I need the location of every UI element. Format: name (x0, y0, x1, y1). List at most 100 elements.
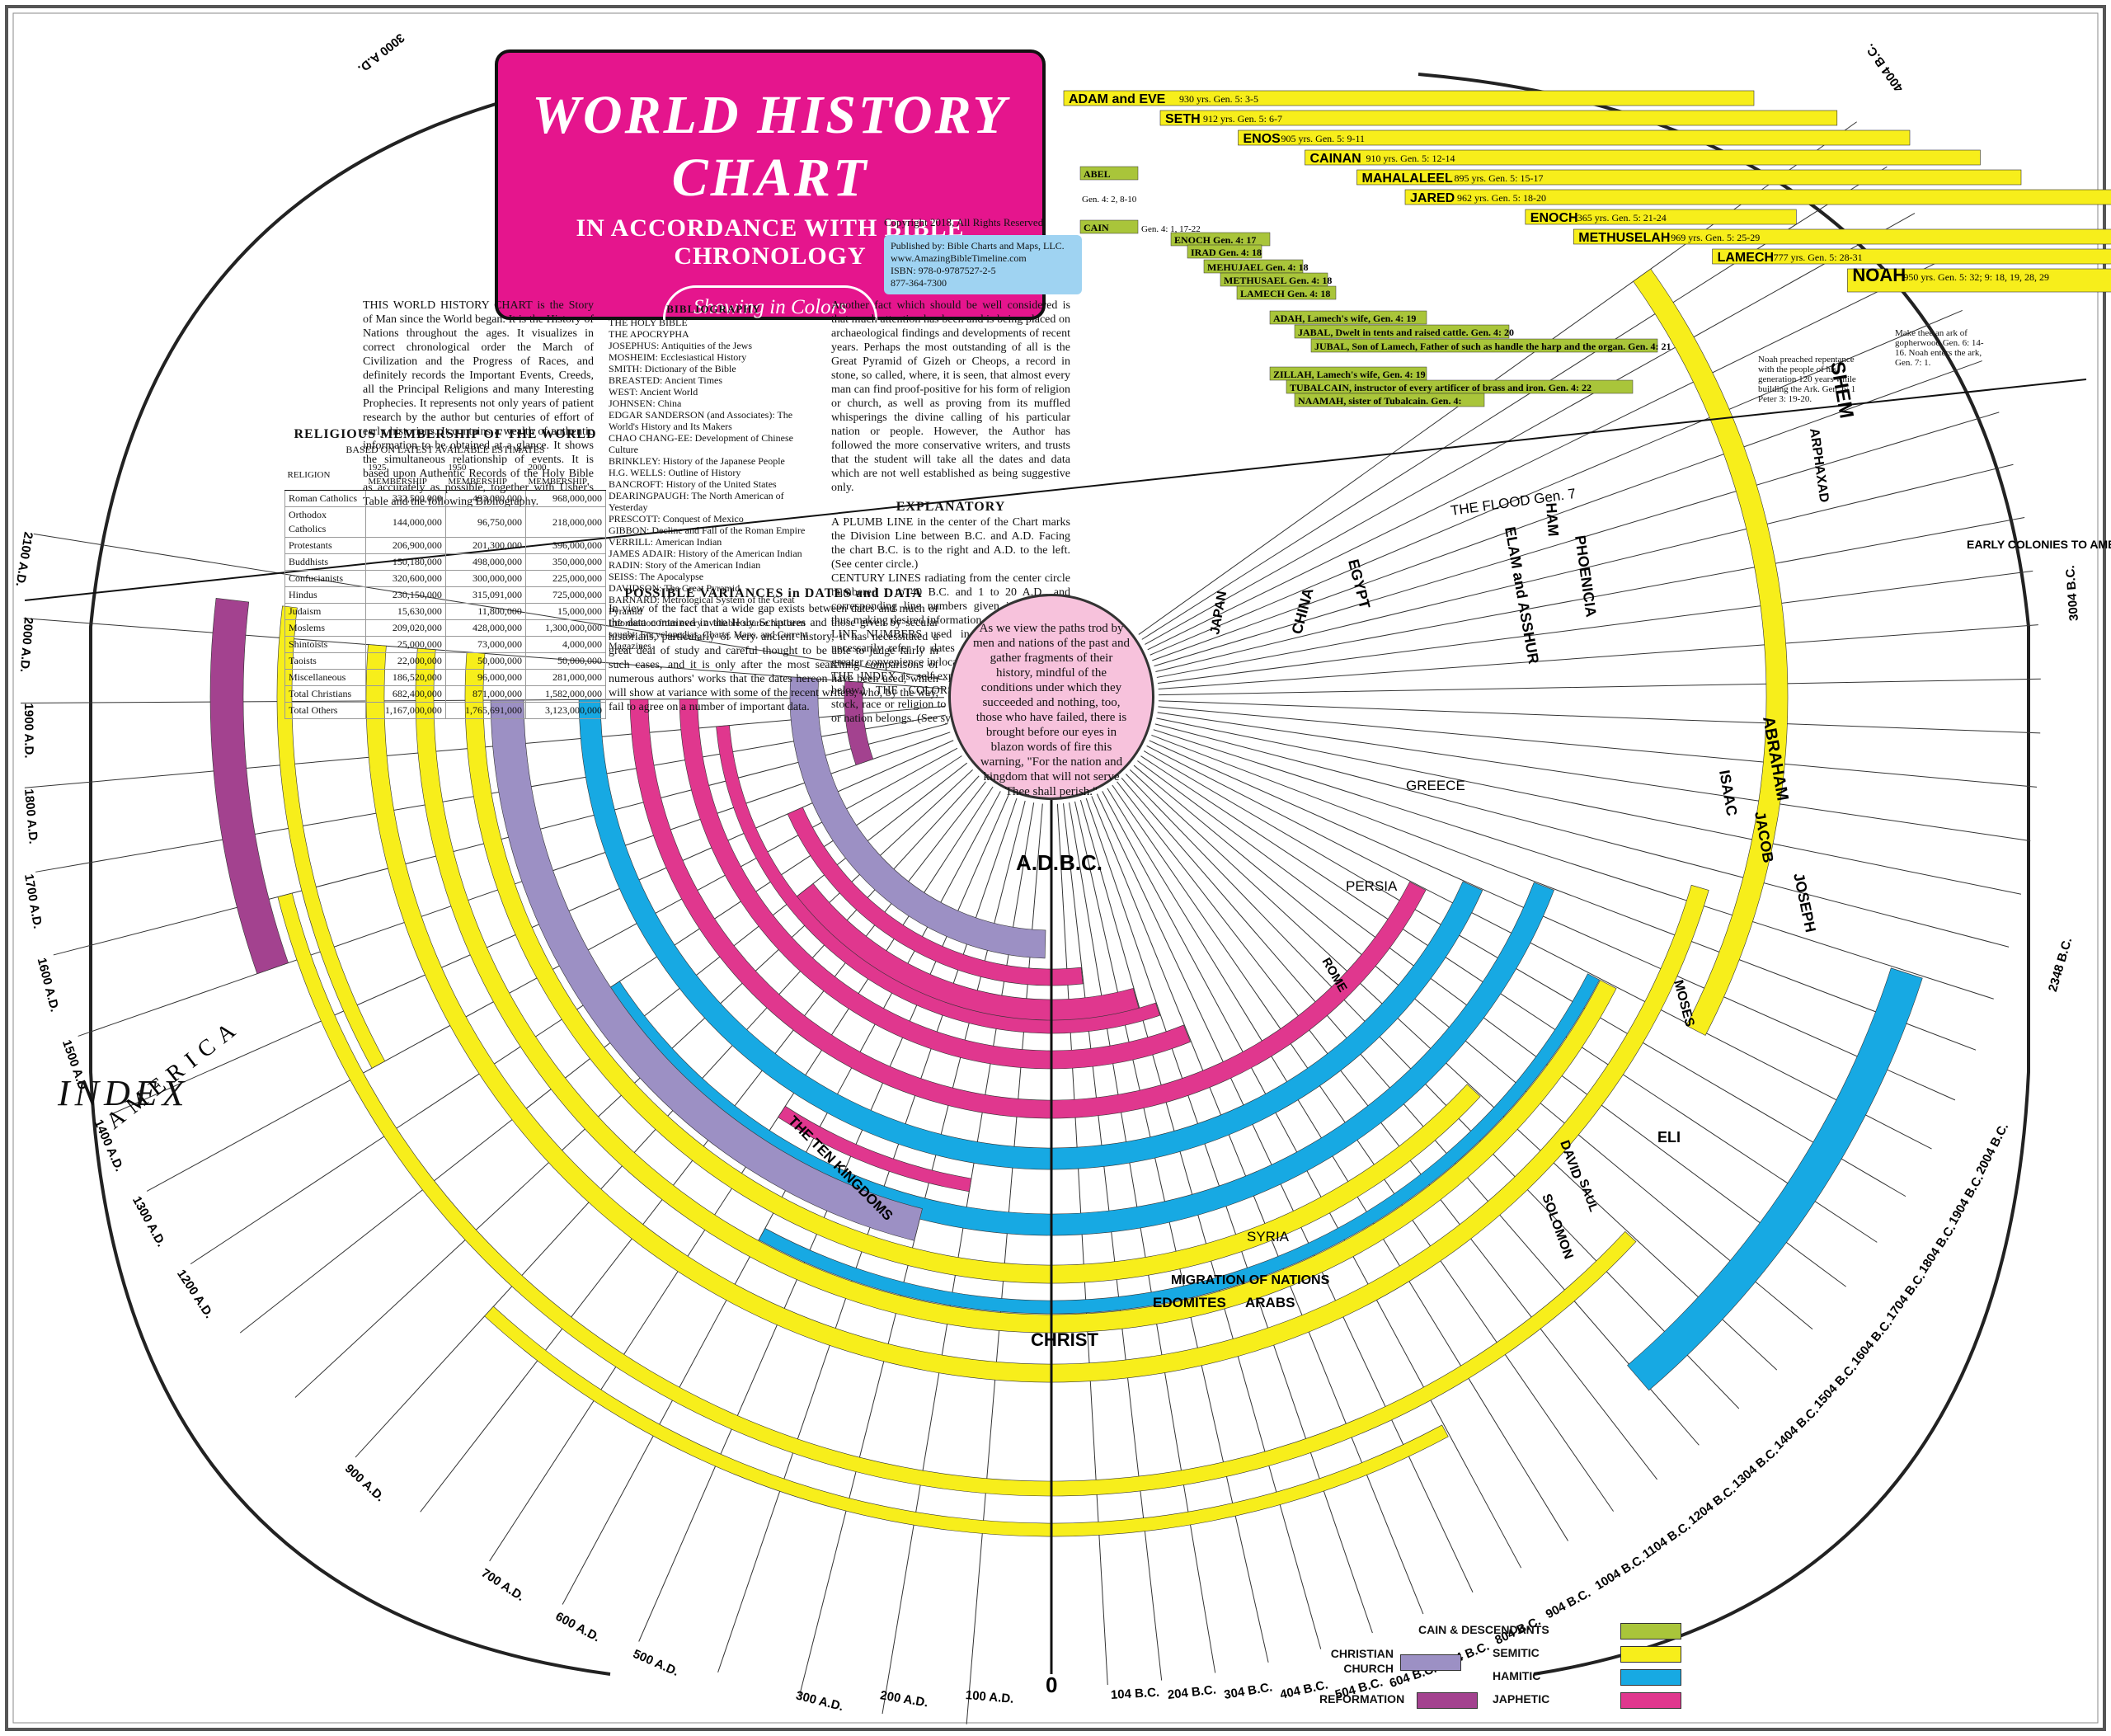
inner-border (12, 12, 2099, 1724)
explanatory-p1: A PLUMB LINE in the center of the Chart … (831, 516, 1070, 571)
legend-church-label: CHRISTIAN CHURCH (1330, 1647, 1394, 1675)
label-arabs: ARABS (1245, 1295, 1295, 1310)
index-heading: INDEX (58, 1073, 190, 1113)
table-cell: 968,000,000 (524, 490, 607, 507)
patriarch-name: SETH (1165, 112, 1201, 126)
label-elam: ELAM and ASSHUR (1502, 525, 1542, 665)
year-label-bc: 4004 B.C. (1863, 41, 1906, 95)
patriarch-name: ENOCH (1530, 211, 1578, 225)
table-cell: 230,150,000 (364, 586, 446, 604)
band-noah (1633, 268, 1789, 1036)
patriarch-bar (1238, 129, 1911, 146)
table-row: Moslems 209,020,000 428,000,000 1,300,000,0… (284, 619, 607, 637)
century-line-bc (1153, 729, 1994, 1000)
century-line-bc (1129, 769, 1778, 1371)
year-label-ad: 2000 A.D. (17, 617, 35, 673)
outer-border (5, 5, 2106, 1731)
table-cell: Total Others (284, 702, 366, 719)
century-line-bc (1112, 784, 1614, 1512)
legend-row-reformation: REFORMATION (1319, 1692, 1484, 1709)
band-japan (679, 699, 1191, 1070)
cain-bar-jabal (1294, 324, 1510, 339)
century-line-bc (1069, 802, 1216, 1673)
copyright-text: Copyright 2018, All Rights Reserved. (884, 216, 1046, 228)
patriarch-note: 895 yrs. Gen. 5: 15-17 (1455, 172, 1544, 184)
table-cell: 281,000,000 (524, 669, 607, 686)
band-reformation (844, 680, 874, 765)
cain-bar-lamech (1236, 285, 1337, 300)
cain-label-abel: ABEL (1084, 168, 1111, 180)
table-cell: 209,020,000 (364, 619, 446, 637)
chart-title: WORLD HISTORY CHART (532, 85, 1008, 208)
label-arphaxad: ARPHAXAD (1807, 427, 1831, 503)
century-line-bc (1156, 516, 2025, 678)
century-line-bc (1157, 570, 2033, 684)
century-line-bc (1154, 412, 2000, 667)
noah-preach-note: Noah preached repentance with the people… (1758, 355, 1856, 404)
year-label-bc: 1204 B.C. (1686, 1483, 1738, 1528)
bibliography-item: BRINKLEY: History of the Japanese People (609, 455, 785, 467)
century-line-bc (1085, 797, 1373, 1634)
bibliography-item: JOHNSEN: China (609, 398, 682, 409)
cartouche-line-3: SHEM-HAM-JAPHETH (679, 344, 862, 364)
century-line-bc (1151, 734, 1977, 1051)
publisher-line-3: ISBN: 978-0-9787527-2-5 (891, 265, 996, 276)
table-cell: 4,000,000 (524, 636, 607, 653)
title-banner: WORLD HISTORY CHART IN ACCORDANCE WITH B… (495, 49, 1046, 384)
patriarch-note: 777 yrs. Gen. 5: 28-31 (1774, 252, 1863, 263)
year-label-bc: 1904 B.C. (1946, 1172, 1986, 1227)
year-label-ad: 1200 A.D. (174, 1267, 216, 1320)
publisher-line-1: Published by: Bible Charts and Maps, LLC… (891, 240, 1065, 252)
table-cell: 498,000,000 (444, 553, 526, 571)
legend-cain-label: CAIN & DESCENDANTS (1418, 1623, 1549, 1636)
table-cell: 300,000,000 (444, 570, 526, 587)
year-label-ad: 1700 A.D. (21, 873, 45, 930)
label-solomon: SOLOMON (1539, 1193, 1575, 1262)
legend-reformation-label: REFORMATION (1319, 1692, 1405, 1705)
table-cell: 201,300,000 (444, 537, 526, 554)
patriarch-bars: ADAM and EVE 930 yrs. Gen. 5: 3-5 SETH 912 … (1063, 90, 2111, 407)
legend-japhetic-label: JAPHETIC (1493, 1692, 1550, 1705)
table-row: Judaism 15,630,000 11,800,000 15,000,000 (284, 603, 607, 620)
table-cell: Taoists (284, 652, 366, 670)
year-label-bc: 2004 B.C. (1973, 1121, 2011, 1177)
bibliography-item: DEARINGPAUGH: The North American of Yest… (609, 490, 784, 513)
legend-row-cain: CAIN & DESCENDANTS (1418, 1623, 1682, 1640)
band-outer-semitic (484, 1306, 1449, 1537)
table-cell: 1,167,000,000 (364, 702, 446, 719)
century-line-bc (1157, 712, 2031, 842)
year-label-bc: 1504 B.C. (1812, 1361, 1859, 1411)
century-line-bc (1079, 799, 1322, 1649)
year-label-bc: 2348 B.C. (2046, 936, 2075, 994)
patriarch-bar (1404, 189, 2111, 205)
religion-heading: RELIGIOUS MEMBERSHIP OF THE WORLD (294, 427, 597, 441)
year-label-ad: 600 A.D. (553, 1610, 603, 1645)
label-japan: JAPAN (1208, 590, 1229, 636)
bibliography-item: H.G. WELLS: Outline of History (609, 467, 741, 478)
table-row: Orthodox Catholics 144,000,000 96,750,000 2… (284, 506, 607, 538)
century-line-bc (1147, 261, 1940, 651)
table-cell: 50,000,000 (444, 652, 526, 670)
legend-semitic-swatch (1620, 1646, 1681, 1663)
patriarch-bar (1063, 90, 1755, 106)
cain-label-naamah: NAAMAH, sister of Tubalcain. Gen. 4: (1298, 395, 1461, 407)
bibliography-item: THE HOLY BIBLE (609, 317, 688, 328)
table-row: Confucianists 320,600,000 300,000,000 225,0… (284, 570, 607, 587)
table-cell: 186,520,000 (364, 669, 446, 686)
bibliography-item: SEISS: The Apocalypse (609, 571, 704, 582)
table-cell: 725,000,000 (524, 586, 607, 604)
century-line-bc (1158, 624, 2038, 690)
nation-bands (209, 268, 1923, 1537)
cain-bar-naamah (1294, 393, 1485, 407)
cain-label-adah: ADAH, Lamech's wife, Gen. 4: 19 (1273, 313, 1416, 324)
century-line-bc (1091, 796, 1424, 1615)
table-cell: 350,000,000 (524, 553, 607, 571)
table-cell: 25,000,000 (364, 636, 446, 653)
publisher-line-4: 877-364-7300 (891, 277, 947, 289)
year-label-bc: 1804 B.C. (1916, 1221, 1958, 1276)
legend-row-japhetic: JAPHETIC (1493, 1692, 1682, 1709)
bc-marker: B.C. (1060, 850, 1103, 875)
table-cell: 15,000,000 (524, 603, 607, 620)
patriarch-name: MAHALALEEL (1362, 172, 1453, 186)
century-line-bc (1107, 788, 1568, 1541)
